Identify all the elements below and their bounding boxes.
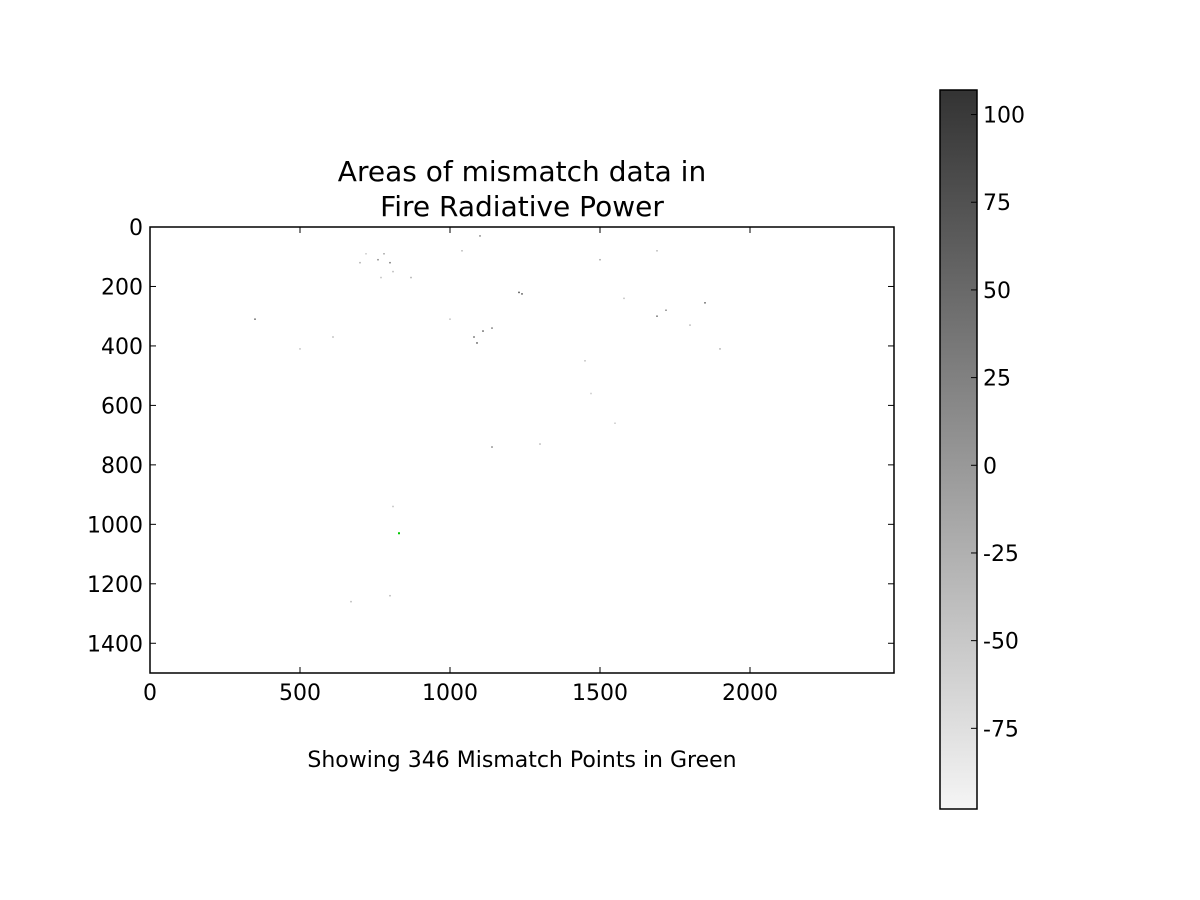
data-point bbox=[389, 261, 391, 264]
data-point bbox=[254, 318, 256, 320]
data-point bbox=[614, 422, 616, 424]
y-tick-label: 0 bbox=[129, 216, 143, 241]
data-point bbox=[392, 270, 394, 273]
data-point bbox=[392, 505, 394, 508]
y-tick-label: 1000 bbox=[87, 513, 143, 538]
y-tick-label: 400 bbox=[101, 335, 143, 360]
y-tick-label: 1400 bbox=[87, 632, 143, 657]
data-point bbox=[365, 253, 367, 255]
colorbar-tick-label: 0 bbox=[983, 454, 997, 479]
colorbar-tick-label: 50 bbox=[983, 279, 1011, 304]
y-tick-label: 600 bbox=[101, 394, 143, 419]
data-point bbox=[389, 594, 391, 597]
data-point bbox=[656, 250, 658, 252]
x-tick-label: 1500 bbox=[572, 681, 628, 706]
chart-title-line-2: Fire Radiative Power bbox=[380, 190, 664, 223]
data-point bbox=[350, 600, 352, 603]
data-point bbox=[383, 253, 385, 255]
data-point bbox=[479, 235, 481, 237]
y-tick-label: 200 bbox=[101, 275, 143, 300]
y-axis: 0 200 400 600 800 1000 1200 1400 bbox=[87, 216, 894, 657]
x-tick-label: 1000 bbox=[422, 681, 478, 706]
colorbar-ticks: 100 75 50 25 0 -25 -50 -75 bbox=[971, 104, 1025, 742]
data-point bbox=[491, 446, 493, 448]
mismatch-points-layer bbox=[398, 532, 400, 535]
mismatch-point bbox=[398, 532, 400, 535]
data-point bbox=[719, 348, 721, 350]
x-tick-label: 500 bbox=[279, 681, 321, 706]
data-point bbox=[665, 309, 667, 312]
data-point bbox=[599, 258, 601, 261]
data-point bbox=[473, 336, 475, 338]
colorbar-tick-label: 75 bbox=[983, 191, 1011, 216]
data-point bbox=[704, 302, 706, 304]
data-point bbox=[689, 324, 691, 326]
plot-background bbox=[150, 227, 894, 673]
mismatch-caption: Showing 346 Mismatch Points in Green bbox=[307, 748, 736, 773]
data-point bbox=[623, 297, 625, 300]
data-point bbox=[482, 330, 484, 332]
colorbar-tick-label: -25 bbox=[983, 542, 1019, 567]
x-tick-label: 2000 bbox=[722, 681, 778, 706]
data-point bbox=[410, 276, 412, 279]
colorbar-tick-label: 100 bbox=[983, 104, 1025, 129]
chart-title-line-1: Areas of mismatch data in bbox=[338, 155, 706, 188]
x-axis: 0 500 1000 1500 2000 bbox=[143, 227, 778, 706]
x-tick-label: 0 bbox=[143, 681, 157, 706]
colorbar-tick-label: -50 bbox=[983, 630, 1019, 655]
data-point bbox=[461, 250, 463, 252]
y-tick-label: 1200 bbox=[87, 573, 143, 598]
colorbar: 100 75 50 25 0 -25 -50 -75 bbox=[939, 89, 1025, 810]
colorbar-tick-label: 25 bbox=[983, 367, 1011, 392]
data-points-layer bbox=[254, 235, 721, 603]
colorbar-tick-label: -75 bbox=[983, 717, 1019, 742]
data-point bbox=[476, 342, 478, 344]
data-point bbox=[491, 327, 493, 329]
y-tick-label: 800 bbox=[101, 454, 143, 479]
data-point bbox=[359, 261, 361, 264]
data-point bbox=[584, 360, 586, 362]
colorbar-gradient bbox=[940, 90, 977, 809]
data-point bbox=[332, 336, 334, 338]
data-point bbox=[449, 318, 451, 320]
plot-area: 0 500 1000 1500 2000 0 200 400 600 800 1000 1200 14… bbox=[87, 216, 895, 706]
data-point bbox=[299, 348, 301, 350]
data-point bbox=[521, 293, 523, 295]
colorbar-frame bbox=[939, 89, 978, 810]
data-point bbox=[656, 315, 658, 317]
data-point bbox=[518, 291, 520, 294]
data-point bbox=[377, 258, 379, 261]
data-point bbox=[590, 392, 592, 395]
plot-frame bbox=[149, 226, 895, 674]
data-point bbox=[539, 443, 541, 445]
data-point bbox=[380, 276, 382, 279]
